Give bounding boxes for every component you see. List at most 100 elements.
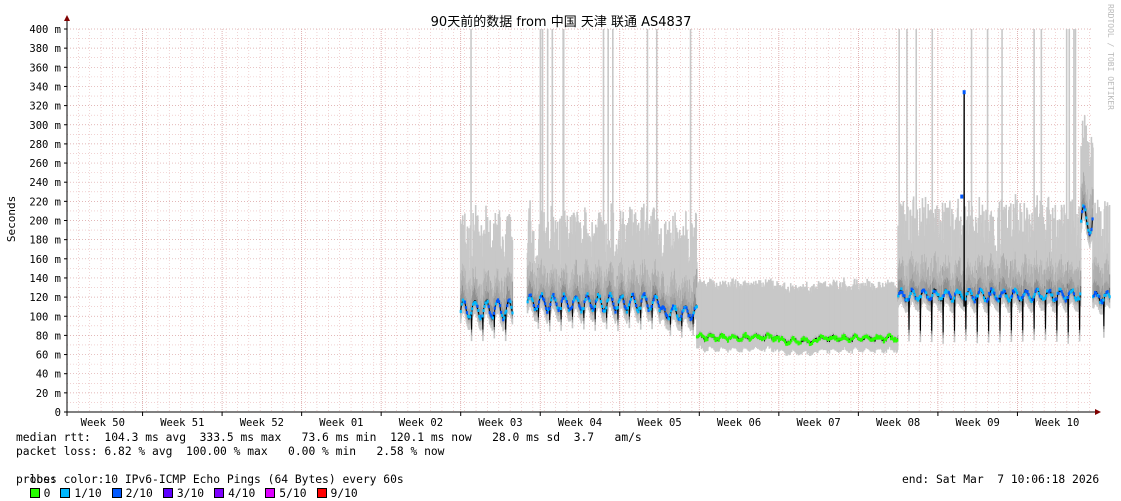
loss-color-marker xyxy=(692,311,695,315)
chart-title: 90天前的数据 from 中国 天津 联通 AS4837 xyxy=(431,14,692,30)
loss-color-marker xyxy=(913,293,916,297)
loss-color-marker xyxy=(855,334,859,338)
loss-color-marker xyxy=(916,298,919,302)
loss-color-marker xyxy=(600,304,604,308)
loss-color-marker xyxy=(608,294,611,298)
loss-color-marker xyxy=(951,299,955,303)
loss-color-marker xyxy=(487,305,490,309)
loss-color-marker xyxy=(931,293,934,297)
loss-color-marker xyxy=(572,300,575,304)
loss-color-marker xyxy=(587,297,590,301)
loss-color-marker xyxy=(1091,217,1094,221)
loss-color-marker xyxy=(624,306,627,310)
loss-color-marker xyxy=(1101,301,1104,305)
loss-color-marker xyxy=(980,289,984,293)
loss-color-marker xyxy=(866,334,869,338)
loss-color-marker xyxy=(610,294,613,298)
loss-color-marker xyxy=(974,296,977,300)
loss-color-marker xyxy=(747,335,750,339)
loss-color-marker xyxy=(643,292,646,296)
y-tick-label: 40 m xyxy=(36,369,61,381)
loss-color-marker xyxy=(494,302,498,306)
loss-color-marker xyxy=(588,299,591,303)
x-tick-label: Week 06 xyxy=(717,417,761,429)
loss-color-marker xyxy=(553,296,556,300)
loss-color-marker xyxy=(645,297,648,301)
loss-color-marker xyxy=(802,336,805,340)
loss-color-marker xyxy=(714,339,717,343)
loss-color-marker xyxy=(557,308,560,312)
x-tick-label: Week 10 xyxy=(1035,417,1079,429)
loss-color-marker xyxy=(526,300,529,304)
loss-color-marker xyxy=(900,287,903,291)
loss-color-marker xyxy=(539,294,543,298)
x-tick-label: Week 07 xyxy=(796,417,840,429)
loss-color-marker xyxy=(612,302,615,306)
loss-color-swatch xyxy=(111,488,122,498)
loss-color-marker xyxy=(1055,297,1058,301)
loss-color-marker xyxy=(942,293,945,297)
y-tick-label: 260 m xyxy=(29,158,61,170)
loss-color-marker xyxy=(488,311,491,315)
loss-color-marker xyxy=(704,338,707,342)
loss-color-marker xyxy=(482,309,485,313)
y-tick-label: 380 m xyxy=(29,43,61,55)
loss-color-marker xyxy=(688,313,691,317)
loss-color-marker xyxy=(545,306,548,310)
loss-color-marker xyxy=(579,306,582,310)
loss-color-marker xyxy=(940,296,943,300)
loss-color-marker xyxy=(550,298,553,302)
loss-color-marker xyxy=(717,338,720,342)
loss-color-marker xyxy=(874,336,877,340)
loss-color-marker xyxy=(952,296,956,300)
loss-color-marker xyxy=(536,304,540,308)
y-tick-label: 0 xyxy=(55,407,61,419)
loss-color-marker xyxy=(691,313,694,317)
y-tick-label: 160 m xyxy=(29,254,61,266)
loss-color-marker xyxy=(463,300,467,304)
loss-color-swatch xyxy=(265,488,276,498)
loss-color-marker xyxy=(1067,292,1070,296)
loss-color-marker xyxy=(631,292,635,296)
loss-color-marker xyxy=(757,334,761,338)
loss-color-marker xyxy=(469,315,472,319)
loss-color-marker xyxy=(1064,299,1067,303)
loss-color-marker xyxy=(621,294,624,298)
y-tick-label: 400 m xyxy=(29,24,61,36)
loss-color-marker xyxy=(852,335,855,339)
loss-color-marker xyxy=(761,338,764,342)
loss-color-marker xyxy=(735,335,738,339)
loss-color-marker xyxy=(1104,293,1107,297)
loss-color-marker xyxy=(1026,290,1029,294)
loss-color-marker xyxy=(903,294,906,298)
loss-color-marker xyxy=(635,304,638,308)
loss-color-marker xyxy=(1098,295,1101,299)
loss-color-marker xyxy=(712,334,715,338)
loss-color-marker xyxy=(1093,294,1096,298)
loss-color-marker xyxy=(685,306,688,310)
loss-color-marker xyxy=(633,296,636,300)
loss-color-marker xyxy=(976,294,979,298)
loss-color-marker xyxy=(476,304,479,308)
loss-color-marker xyxy=(1087,228,1090,232)
loss-color-swatch xyxy=(316,488,327,498)
loss-color-marker xyxy=(726,339,730,343)
loss-color-marker xyxy=(792,335,795,339)
y-axis-arrow xyxy=(64,15,70,21)
loss-color-marker xyxy=(987,297,990,301)
loss-color-marker xyxy=(1017,295,1020,299)
loss-color-marker xyxy=(540,292,544,296)
x-tick-label: Week 04 xyxy=(558,417,602,429)
loss-color-marker xyxy=(546,310,549,314)
loss-color-marker xyxy=(486,299,489,303)
loss-color-marker xyxy=(674,305,677,309)
loss-color-marker xyxy=(827,337,831,341)
loss-color-marker xyxy=(593,304,596,308)
loss-color-marker xyxy=(532,303,535,307)
loss-color-marker xyxy=(1001,291,1004,295)
loss-color-marker xyxy=(504,311,507,315)
end-time-line: end: Sat Mar 7 10:06:18 2026 xyxy=(902,473,1100,486)
loss-color-marker xyxy=(673,306,676,310)
loss-color-marker xyxy=(576,296,579,300)
loss-color-marker xyxy=(618,298,621,302)
